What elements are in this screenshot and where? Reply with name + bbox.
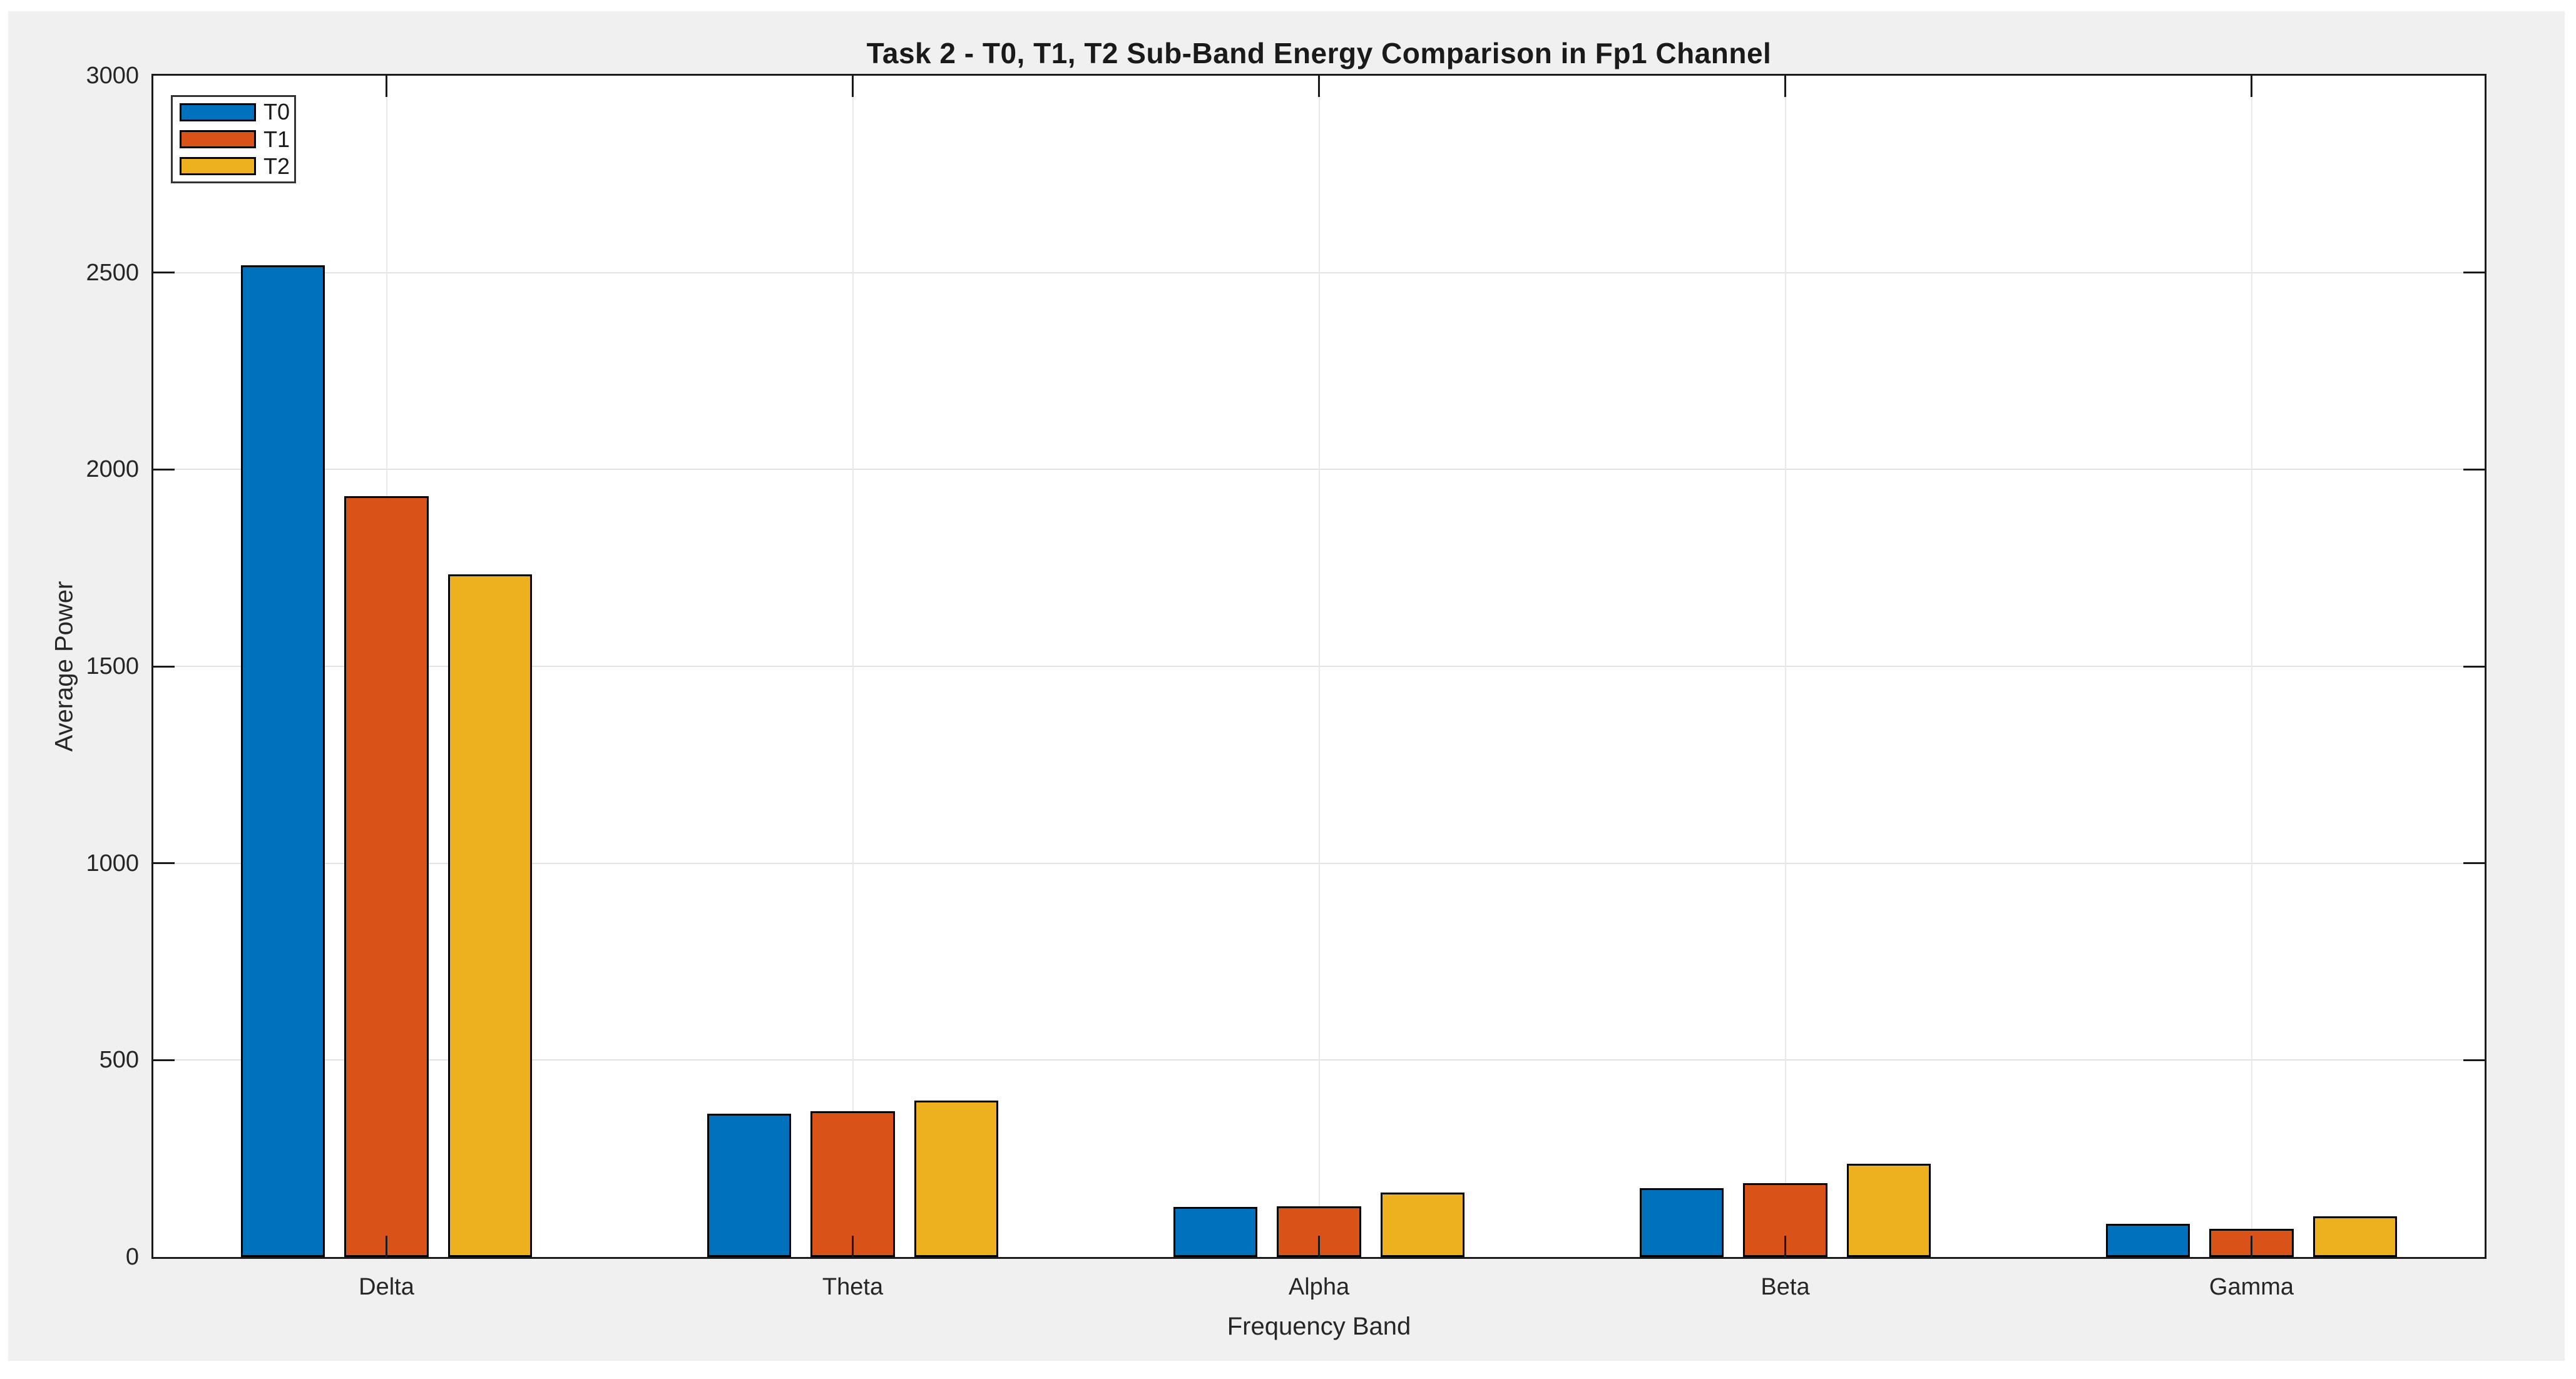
x-category-label: Alpha — [1288, 1274, 1350, 1300]
y-axis-tick-left — [153, 272, 175, 274]
legend-label-t0: T0 — [263, 99, 290, 125]
x-axis-tick-top — [1318, 76, 1320, 97]
x-axis-tick-bottom — [386, 1236, 387, 1257]
y-axis-tick-right — [2463, 862, 2485, 865]
v-gridline — [1318, 76, 1320, 1257]
v-gridline — [852, 76, 854, 1257]
y-axis-tick-left — [153, 665, 175, 668]
x-axis-tick-top — [2251, 76, 2252, 97]
bar-gamma-t2 — [2313, 1216, 2398, 1257]
x-axis-tick-bottom — [2251, 1236, 2252, 1257]
y-axis-tick-left — [153, 862, 175, 865]
bar-gamma-t0 — [2105, 1224, 2190, 1257]
x-category-label: Beta — [1761, 1274, 1810, 1300]
x-axis-tick-top — [1784, 76, 1786, 97]
bar-delta-t2 — [448, 574, 533, 1257]
bar-beta-t0 — [1639, 1188, 1724, 1257]
bar-alpha-t2 — [1381, 1193, 1465, 1257]
legend-swatch-t1 — [180, 130, 256, 148]
y-tick-label: 2000 — [86, 456, 139, 483]
y-axis-tick-right — [2463, 272, 2485, 274]
y-axis-tick-left — [153, 468, 175, 471]
y-axis-tick-right — [2463, 665, 2485, 668]
x-axis-label: Frequency Band — [1227, 1313, 1411, 1340]
chart-title: Task 2 - T0, T1, T2 Sub-Band Energy Comp… — [866, 37, 1772, 69]
y-axis-tick-left — [153, 1059, 175, 1061]
x-axis-tick-bottom — [1318, 1236, 1320, 1257]
y-tick-label: 0 — [125, 1244, 139, 1270]
y-axis-label: Average Power — [50, 581, 78, 752]
y-tick-label: 2500 — [86, 259, 139, 286]
x-axis-tick-bottom — [1784, 1236, 1786, 1257]
x-category-label: Gamma — [2209, 1274, 2294, 1300]
bar-alpha-t0 — [1173, 1207, 1257, 1257]
legend: T0 T1 T2 — [171, 95, 296, 183]
legend-label-t1: T1 — [263, 126, 290, 152]
x-axis-tick-top — [852, 76, 854, 97]
x-category-label: Theta — [822, 1274, 884, 1300]
legend-label-t2: T2 — [263, 153, 290, 179]
x-category-label: Delta — [359, 1274, 414, 1300]
legend-swatch-t0 — [180, 103, 256, 121]
v-gridline — [2251, 76, 2252, 1257]
v-gridline — [1784, 76, 1786, 1257]
bar-theta-t0 — [707, 1113, 791, 1257]
y-tick-label: 1500 — [86, 653, 139, 679]
bar-theta-t1 — [810, 1111, 895, 1257]
legend-row: T0 — [173, 100, 294, 124]
y-axis-tick-right — [2463, 468, 2485, 471]
y-tick-label: 3000 — [86, 63, 139, 89]
legend-row: T2 — [173, 153, 294, 179]
legend-swatch-t2 — [180, 157, 256, 176]
bar-delta-t0 — [240, 265, 325, 1257]
legend-row: T1 — [173, 126, 294, 152]
bar-delta-t1 — [344, 496, 429, 1257]
bar-theta-t2 — [914, 1100, 999, 1257]
plot-area — [151, 74, 2487, 1259]
y-axis-tick-right — [2463, 1059, 2485, 1061]
bar-beta-t2 — [1847, 1164, 1931, 1257]
y-tick-label: 500 — [99, 1047, 139, 1074]
x-axis-tick-top — [386, 76, 387, 97]
x-axis-tick-bottom — [852, 1236, 854, 1257]
y-tick-label: 1000 — [86, 850, 139, 877]
